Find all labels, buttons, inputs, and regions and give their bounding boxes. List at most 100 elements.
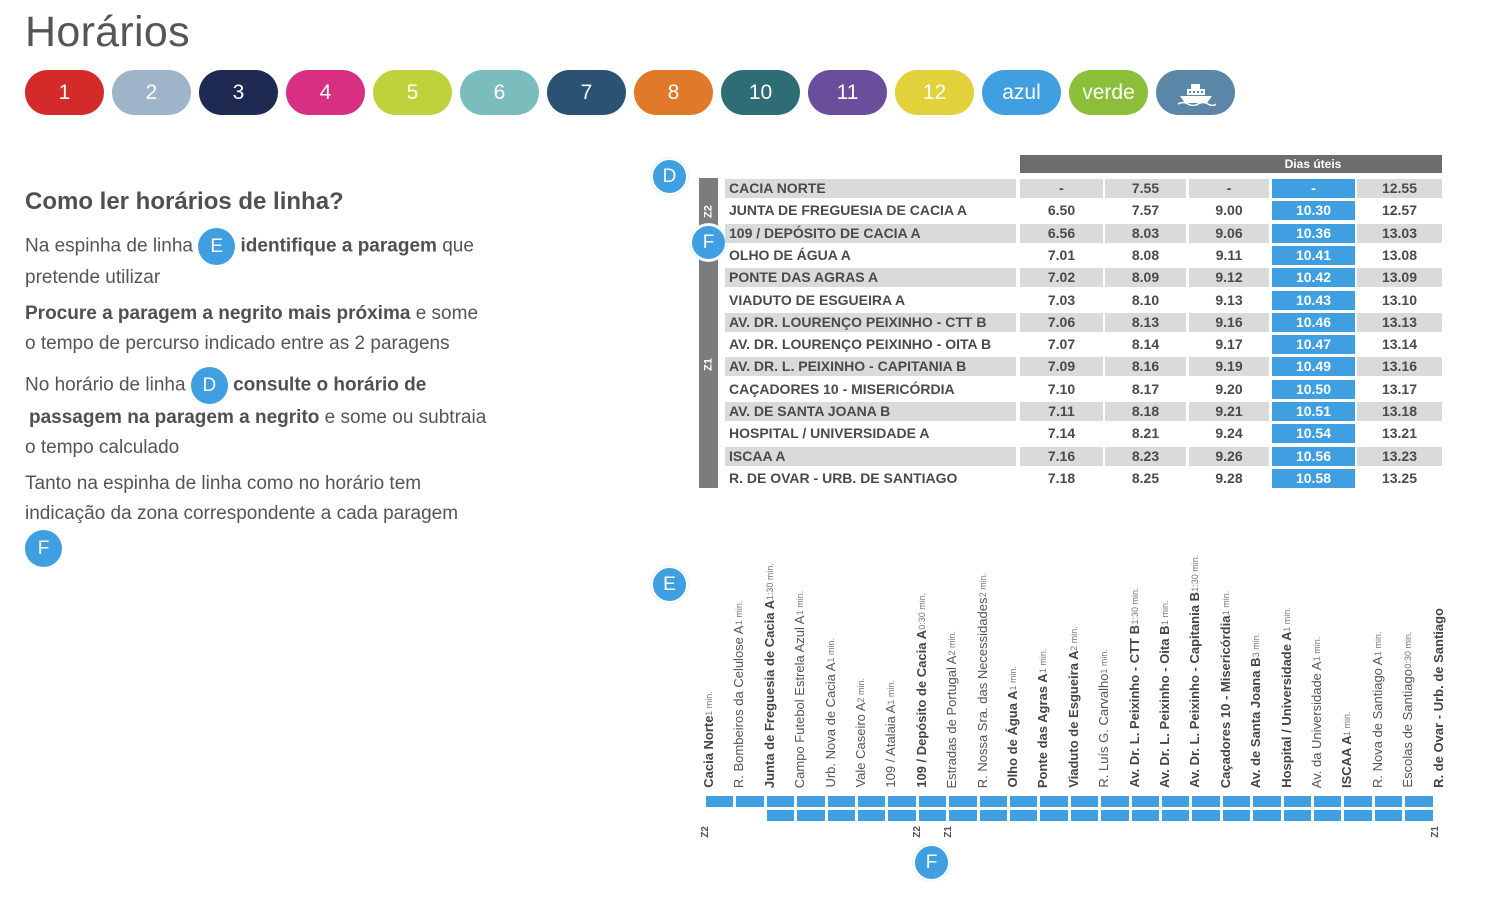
timetable-row: VIADUTO DE ESGUEIRA A 7.03 8.10 9.13 10.43 13…	[725, 290, 1442, 310]
spine-segment	[1253, 810, 1281, 821]
spine-stop-name: Estradas de Portugal A	[944, 655, 960, 788]
spine-stop-time: 1 min.	[1038, 648, 1049, 674]
line-button-8[interactable]: 8	[634, 70, 713, 115]
spine-stop-time: 1 min.	[1160, 600, 1170, 626]
timetable-row: ISCAA A 7.16 8.23 9.26 10.56 13.23	[725, 446, 1442, 466]
line-button-4[interactable]: 4	[286, 70, 365, 115]
spine-stop-name: Olho de Água A	[1005, 690, 1020, 788]
spine-stop-name: Cacia Norte	[701, 715, 716, 788]
spine-segment	[1040, 796, 1068, 807]
line-button-ferry[interactable]	[1156, 70, 1235, 115]
line-button-3[interactable]: 3	[199, 70, 278, 115]
marker-f-spine: F	[913, 844, 950, 881]
spine-segment	[1344, 810, 1372, 821]
timetable-time: 9.11	[1215, 246, 1243, 263]
spine-stop: Vale Caseiro A2 min.	[852, 678, 870, 788]
timetable-time: 10.58	[1272, 468, 1355, 488]
timetable-time: 8.17	[1131, 380, 1160, 397]
spine-stop-name: R. Bombeiros da Celulose A	[731, 625, 747, 788]
timetable-time: 10.43	[1272, 290, 1355, 310]
timetable-time: 7.07	[1047, 336, 1076, 353]
timetable-time: 8.10	[1131, 291, 1160, 308]
spine-segment	[949, 796, 977, 807]
spine-zone-label: Z2	[700, 826, 711, 838]
timetable-time: 7.09	[1020, 357, 1103, 377]
timetable-time: 7.10	[1047, 380, 1076, 397]
line-button-7[interactable]: 7	[547, 70, 626, 115]
timetable-row: CACIA NORTE -7.55- -12.55	[725, 179, 1442, 198]
spine-stop: Hospital / Universidade A1 min.	[1278, 607, 1296, 788]
timetable-time: 9.21	[1189, 402, 1269, 421]
timetable-time: -	[1189, 179, 1269, 198]
spine-segment	[1374, 796, 1403, 807]
help-paragraph-3b: passagem na paragem a negrito e some ou …	[29, 403, 486, 433]
spine-stop-time: 0:30 min.	[1403, 632, 1414, 670]
line-button-azul[interactable]: azul	[982, 70, 1061, 115]
help-text: o tempo calculado	[25, 437, 180, 458]
spine-segment	[1192, 810, 1220, 821]
timetable-time: 10.51	[1272, 402, 1355, 421]
spine-stop: Cacia Norte1 min.	[700, 691, 718, 788]
spine-stop-name: Campo Futebol Estrela Azul A	[792, 615, 808, 788]
line-button-verde[interactable]: verde	[1069, 70, 1148, 115]
spine-stop-name: Ponte das Agras A	[1035, 673, 1051, 788]
line-button-6[interactable]: 6	[460, 70, 539, 115]
spine-segment	[766, 810, 795, 821]
spine-segment	[1040, 810, 1068, 821]
timetable-time: 6.50	[1047, 202, 1076, 219]
line-button-11[interactable]: 11	[808, 70, 887, 115]
spine-segment	[797, 796, 825, 807]
spine-stop: Campo Futebol Estrela Azul A1 min.	[791, 591, 809, 788]
timetable-row: PONTE DAS AGRAS A 7.02 8.09 9.12 10.42 13.09	[725, 268, 1442, 288]
spine-stop: Escolas de Santiago0:30 min.	[1399, 632, 1417, 788]
spine-stop-time: 1 min.	[886, 680, 897, 705]
line-button-12[interactable]: 12	[895, 70, 974, 115]
help-text: que	[442, 235, 474, 257]
spine-stop-time: 1 min.	[1342, 711, 1353, 736]
timetable-time: 10.36	[1272, 223, 1355, 243]
zone-label-z1: Z1	[702, 358, 715, 372]
spine-stop: Viaduto de Esgueira A2 min.	[1065, 626, 1083, 788]
timetable-header-label: Dias úteis	[1284, 157, 1342, 171]
line-button-2[interactable]: 2	[112, 70, 191, 115]
spine-segment	[797, 810, 825, 821]
spine-stop: Av. Dr. L. Peixinho - CTT B1:30 min.	[1126, 588, 1144, 788]
spine-stop: Junta de Freguesia de Cacia A1:30 min.	[761, 563, 779, 788]
spine-stop: Av. Dr. L. Peixinho - Oita B1 min.	[1156, 601, 1174, 788]
timetable-time: 9.17	[1215, 336, 1243, 353]
timetable-row: AV. DR. LOURENÇO PEIXINHO - CTT B 7.06 8.1…	[725, 312, 1442, 332]
help-paragraph-1: Na espinha de linha E identifique a para…	[25, 228, 474, 265]
timetable-time: 9.19	[1189, 357, 1269, 377]
marker-e-badge: E	[198, 228, 236, 265]
timetable-time: 10.30	[1272, 201, 1355, 221]
spine-stop-time: 2 min.	[856, 678, 866, 703]
line-button-5[interactable]: 5	[373, 70, 452, 115]
marker-d-badge: D	[190, 367, 228, 404]
spine-stop: R. Luís G. Carvalho1 min.	[1095, 649, 1113, 788]
timetable-time: 9.26	[1189, 446, 1269, 466]
timetable-time: 7.02	[1020, 268, 1103, 288]
timetable-time: 9.00	[1215, 202, 1243, 219]
spine-stop-time: 1 min.	[704, 691, 714, 716]
spine-segment	[1070, 810, 1099, 821]
timetable-time: 7.14	[1047, 425, 1076, 442]
timetable-header: Dias úteis	[1020, 155, 1442, 173]
spine-segment	[1131, 796, 1159, 807]
help-text-bold: consulte o horário de	[233, 374, 427, 396]
spine-stop: 109 / Atalaia A1 min.	[882, 680, 900, 788]
spine-segment	[1405, 796, 1433, 807]
line-button-10[interactable]: 10	[721, 70, 800, 115]
spine-segment	[706, 796, 734, 807]
spine-segment	[1101, 810, 1129, 821]
spine-segment	[858, 796, 886, 807]
timetable-time: 7.01	[1047, 246, 1076, 263]
spine-segment	[1070, 796, 1099, 807]
spine-stop-name: R. Nova de Santiago A	[1369, 656, 1385, 788]
help-paragraph-4: F	[25, 530, 62, 567]
line-button-1[interactable]: 1	[25, 70, 104, 115]
timetable-row: 109 / DEPÓSITO DE CACIA A 6.56 8.03 9.06 10.…	[725, 223, 1442, 243]
timetable-time: 13.13	[1357, 312, 1442, 332]
help-text: Na espinha de linha	[25, 235, 193, 257]
timetable-time: 12.55	[1357, 179, 1442, 198]
timetable-time: 10.47	[1272, 335, 1355, 355]
